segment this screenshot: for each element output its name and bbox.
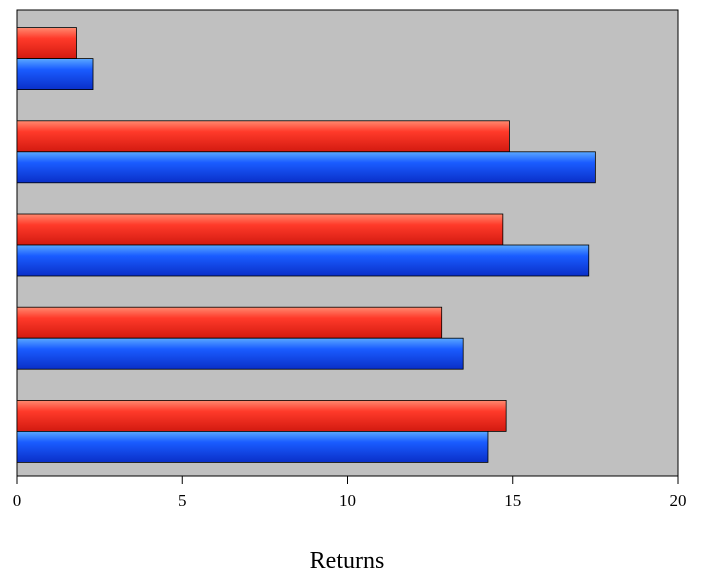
x-axis: 0 5 10 15 20 [13,475,687,510]
x-tick-label-5: 5 [178,491,187,510]
bar-series-1-group-2 [16,120,510,153]
x-tick-label-0: 0 [13,491,22,510]
bar-series-2-group-4 [16,337,464,370]
x-axis-title: Returns [310,548,385,573]
bar-series-1-group-5 [16,399,507,432]
bars-layer [16,27,596,463]
x-tick-label-15: 15 [504,491,521,510]
bar-series-1-group-4 [16,306,443,339]
bar-series-2-group-1 [16,58,94,90]
bar-series-2-group-2 [16,151,596,184]
bar-series-1-group-3 [16,213,504,246]
bar-series-1-group-1 [16,27,77,60]
bar-series-2-group-5 [16,430,489,463]
bar-series-2-group-3 [16,244,590,277]
x-tick-label-20: 20 [670,491,687,510]
x-tick-label-10: 10 [339,491,356,510]
